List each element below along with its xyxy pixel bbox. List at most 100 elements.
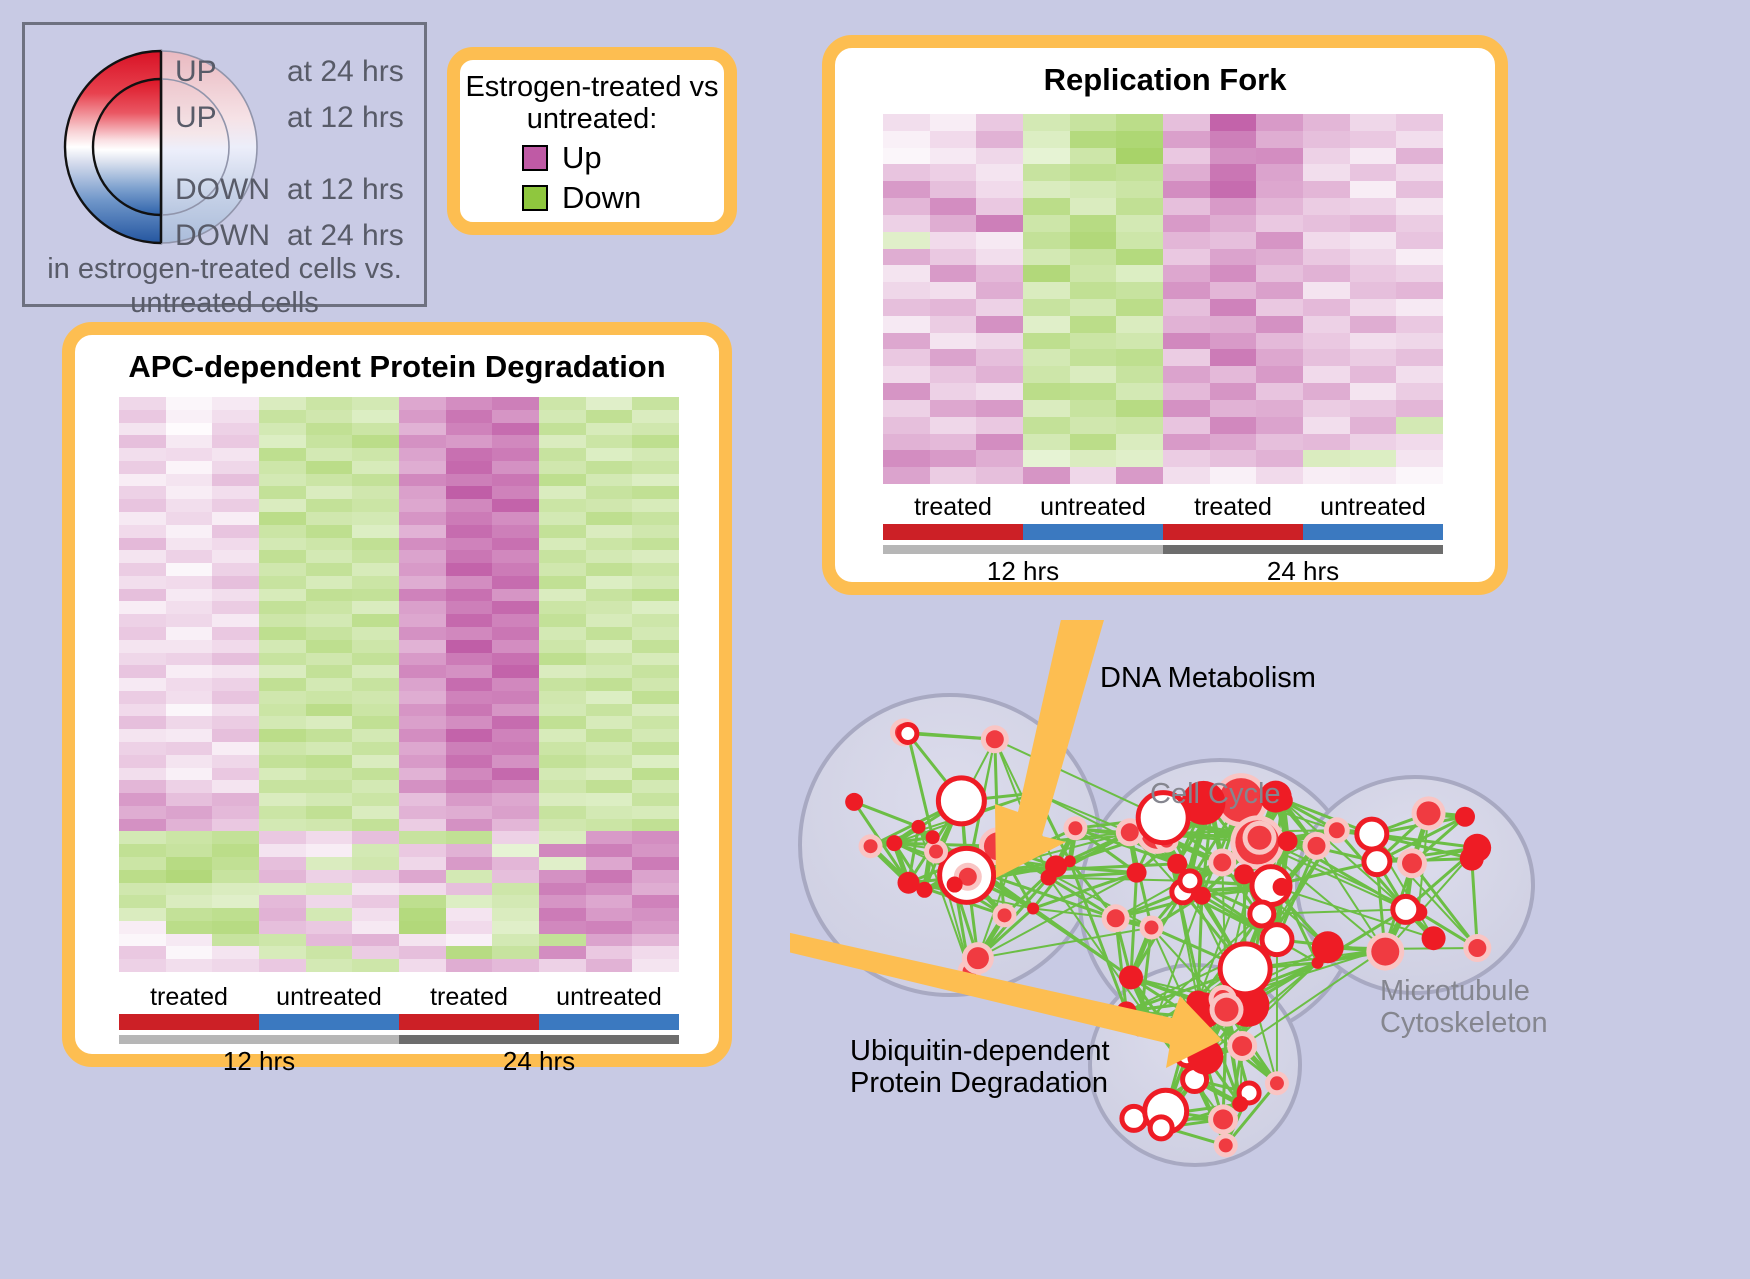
heatmap-cell <box>352 563 399 576</box>
network-graph <box>790 620 1535 1167</box>
heatmap-cell <box>929 433 977 451</box>
heatmap-cell <box>212 550 259 564</box>
network-node[interactable] <box>1366 932 1405 971</box>
network-node[interactable] <box>1181 780 1226 825</box>
heatmap-cell <box>585 550 633 564</box>
network-node[interactable] <box>1323 817 1350 844</box>
heatmap-cell <box>445 652 493 666</box>
network-node[interactable] <box>1040 869 1057 886</box>
network-node[interactable] <box>1101 904 1130 933</box>
heatmap-cell <box>399 524 446 538</box>
group-label: treated <box>1194 493 1272 521</box>
network-node[interactable] <box>1126 862 1147 883</box>
time-bar-segment <box>119 1035 399 1044</box>
heatmap-cell <box>305 818 353 832</box>
network-node[interactable] <box>1177 868 1203 894</box>
network-node[interactable] <box>1411 796 1446 831</box>
network-node[interactable] <box>1217 941 1273 997</box>
network-node[interactable] <box>916 881 933 898</box>
heatmap-cell <box>1256 450 1303 468</box>
network-node[interactable] <box>886 835 903 852</box>
arrow-to-dna-metabolism <box>995 620 1104 878</box>
heatmap-cell <box>399 422 446 436</box>
heatmap-cell <box>399 703 446 717</box>
network-node[interactable] <box>1232 1096 1249 1113</box>
network-node[interactable] <box>1463 833 1492 862</box>
network-node[interactable] <box>1272 877 1291 896</box>
network-node[interactable] <box>1063 855 1076 868</box>
network-node[interactable] <box>1214 773 1269 828</box>
heatmap-cell <box>399 626 446 640</box>
network-node[interactable] <box>1118 965 1143 990</box>
network-node[interactable] <box>911 819 926 834</box>
network-node[interactable] <box>1390 893 1422 925</box>
node-core <box>1192 886 1211 905</box>
heatmap-cell <box>883 349 930 367</box>
heatmap-cell <box>212 754 259 768</box>
heatmap-cell <box>1163 265 1210 283</box>
network-node[interactable] <box>1302 831 1331 860</box>
network-node[interactable] <box>1208 1104 1239 1135</box>
network-node[interactable] <box>1242 820 1277 855</box>
network-node[interactable] <box>1311 931 1344 964</box>
network-node[interactable] <box>935 775 987 827</box>
up-swatch-icon <box>522 144 548 171</box>
network-node[interactable] <box>1259 922 1295 958</box>
heatmap-cell <box>399 716 446 730</box>
network-node[interactable] <box>980 725 1009 754</box>
heatmap-cell <box>929 114 977 131</box>
heatmap-cell <box>585 639 633 653</box>
heatmap-cell <box>165 793 213 806</box>
network-node[interactable] <box>925 830 940 845</box>
network-node[interactable] <box>992 903 1017 928</box>
heatmap-cell <box>1256 164 1303 182</box>
network-node[interactable] <box>1227 1030 1258 1061</box>
network-node[interactable] <box>1213 1133 1238 1158</box>
network-node[interactable] <box>845 792 864 811</box>
network-node[interactable] <box>1247 899 1277 929</box>
heatmap-cell <box>119 473 166 487</box>
network-node[interactable] <box>1361 846 1393 878</box>
heatmap-cell <box>305 805 353 819</box>
network-node[interactable] <box>961 942 994 975</box>
network-node[interactable] <box>1463 934 1492 963</box>
heatmap-cell <box>165 844 213 857</box>
network-node[interactable] <box>896 722 920 746</box>
heatmap-cell <box>1349 198 1397 215</box>
heatmap-cell <box>119 844 166 857</box>
network-node[interactable] <box>1063 816 1088 841</box>
network-node[interactable] <box>1454 806 1475 827</box>
network-node[interactable] <box>1209 992 1244 1027</box>
network-node[interactable] <box>1208 848 1237 877</box>
network-node[interactable] <box>1397 848 1428 879</box>
network-node[interactable] <box>1192 886 1211 905</box>
callout-arrows <box>790 620 1222 1068</box>
heatmap-cell <box>352 397 399 410</box>
network-node[interactable] <box>858 834 883 859</box>
heatmap-cell <box>119 831 166 845</box>
network-node[interactable] <box>1139 915 1164 940</box>
network-node[interactable] <box>1354 816 1390 852</box>
network-node[interactable] <box>1147 1114 1175 1142</box>
heatmap-cell <box>259 524 306 538</box>
network-node[interactable] <box>1135 790 1191 846</box>
network-node[interactable] <box>946 876 963 893</box>
heatmap-cell <box>1116 130 1163 148</box>
heatmap-cell <box>976 366 1023 384</box>
network-node[interactable] <box>1264 1071 1289 1096</box>
network-node[interactable] <box>1421 926 1446 951</box>
network-node[interactable] <box>924 839 949 864</box>
network-node[interactable] <box>1277 831 1298 852</box>
heatmap-cell <box>1023 265 1070 283</box>
network-node[interactable] <box>1027 902 1040 915</box>
heatmap-cell <box>883 433 930 451</box>
network-node[interactable] <box>1272 790 1293 811</box>
network-node[interactable] <box>897 871 920 894</box>
heatmap-cell <box>445 690 493 704</box>
node-core <box>1416 801 1441 826</box>
network-node[interactable] <box>1234 864 1255 885</box>
heatmap-cell <box>305 741 353 755</box>
heatmap-cell <box>1396 181 1443 199</box>
network-node[interactable] <box>1167 853 1188 874</box>
heatmap-cell <box>1163 315 1210 333</box>
